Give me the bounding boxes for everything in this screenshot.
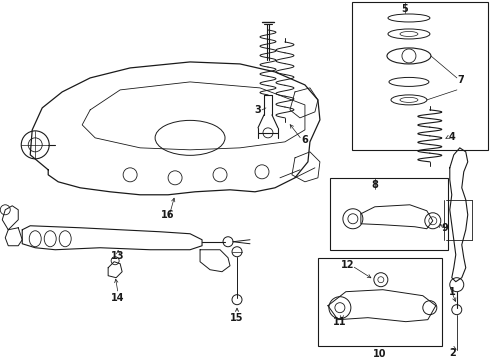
Text: 16: 16 (161, 210, 175, 220)
Text: 5: 5 (401, 4, 408, 14)
Bar (330, 178, 448, 250)
Text: 14: 14 (111, 293, 125, 303)
Text: 10: 10 (373, 348, 387, 359)
Bar (318, 258, 442, 346)
Text: 9: 9 (441, 223, 448, 233)
Text: 2: 2 (449, 348, 456, 357)
Text: 12: 12 (341, 260, 355, 270)
Text: 15: 15 (230, 313, 244, 323)
Text: 8: 8 (371, 180, 378, 190)
Text: 13: 13 (111, 251, 125, 261)
Text: 4: 4 (448, 132, 455, 142)
Text: 7: 7 (458, 75, 464, 85)
Text: 3: 3 (255, 105, 261, 115)
Bar (352, 2, 488, 150)
Text: 6: 6 (301, 135, 308, 145)
Text: 1: 1 (449, 287, 456, 297)
Text: 11: 11 (333, 317, 346, 327)
